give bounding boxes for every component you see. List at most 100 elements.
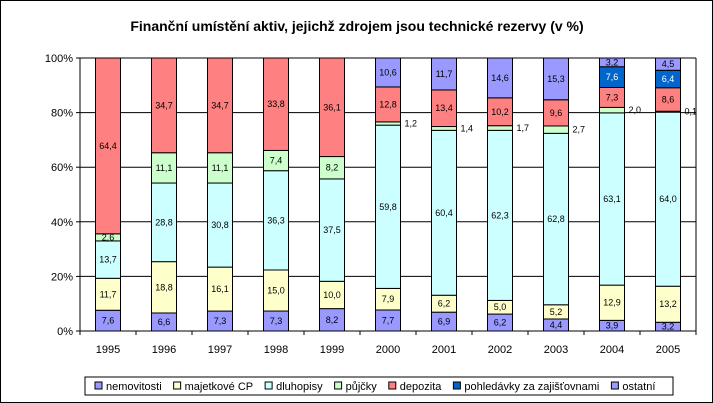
legend-label: dluhopisy bbox=[276, 381, 323, 393]
bar-segment bbox=[319, 57, 345, 158]
legend-swatch bbox=[334, 381, 343, 390]
data-label: 7,3 bbox=[606, 92, 619, 102]
data-label: 36,3 bbox=[267, 215, 285, 225]
data-label: 9,6 bbox=[550, 108, 563, 118]
data-label: 30,8 bbox=[211, 220, 229, 230]
legend-swatch bbox=[610, 381, 619, 390]
legend-swatch bbox=[173, 381, 182, 390]
data-label: 10,0 bbox=[323, 290, 341, 300]
x-tick-label: 2004 bbox=[600, 344, 624, 356]
data-label: 1,2 bbox=[405, 119, 418, 129]
x-tick-label: 1995 bbox=[96, 344, 120, 356]
x-tick-label: 2000 bbox=[376, 344, 400, 356]
data-label: 4,4 bbox=[550, 320, 563, 330]
data-label: 7,9 bbox=[382, 294, 395, 304]
legend-swatch bbox=[452, 381, 461, 390]
bar-segment bbox=[599, 57, 625, 68]
data-label: 7,6 bbox=[606, 72, 619, 82]
legend-label: nemovitosti bbox=[106, 381, 162, 393]
bar-segment bbox=[207, 152, 233, 184]
data-label: 0,1 bbox=[685, 106, 698, 116]
data-label: 36,1 bbox=[323, 102, 341, 112]
legend-swatch bbox=[388, 381, 397, 390]
bar-segment bbox=[151, 261, 177, 314]
x-tick-label: 1997 bbox=[208, 344, 232, 356]
data-label: 14,6 bbox=[491, 73, 509, 83]
x-tick-label: 1998 bbox=[264, 344, 288, 356]
legend-label: pohledávky za zajišťovnami bbox=[464, 381, 599, 393]
data-label: 62,3 bbox=[491, 210, 509, 220]
data-label: 2,6 bbox=[102, 232, 115, 242]
x-tick-label: 1996 bbox=[152, 344, 176, 356]
bar-segment bbox=[487, 125, 513, 131]
x-tick-label: 2002 bbox=[488, 344, 512, 356]
data-label: 5,2 bbox=[550, 307, 563, 317]
x-tick-label: 1999 bbox=[320, 344, 344, 356]
data-label: 6,2 bbox=[494, 318, 507, 328]
data-label: 12,9 bbox=[603, 298, 621, 308]
bar-segment bbox=[95, 277, 121, 311]
x-tick-label: 2001 bbox=[432, 344, 456, 356]
chart-title: Finanční umístění aktiv, jejichž zdrojem… bbox=[130, 18, 583, 34]
legend-label: depozita bbox=[400, 381, 442, 393]
bar-segment bbox=[543, 132, 569, 306]
legend-swatch bbox=[264, 381, 273, 390]
bar-segment bbox=[599, 106, 625, 114]
data-label: 3,2 bbox=[662, 322, 675, 332]
legend-box bbox=[84, 376, 674, 396]
data-label: 7,7 bbox=[382, 315, 395, 325]
bar-segment bbox=[263, 170, 289, 271]
data-label: 6,2 bbox=[438, 299, 451, 309]
bar-segment bbox=[543, 57, 569, 101]
data-label: 13,2 bbox=[659, 299, 677, 309]
bar-segment bbox=[487, 57, 513, 99]
data-label: 2,0 bbox=[629, 105, 642, 115]
bar-segment bbox=[599, 112, 625, 286]
bar-segment bbox=[375, 57, 401, 88]
data-label: 6,9 bbox=[438, 317, 451, 327]
data-label: 2,7 bbox=[573, 125, 586, 135]
data-label: 8,2 bbox=[326, 315, 339, 325]
y-tick-label: 60% bbox=[51, 162, 73, 174]
data-label: 15,3 bbox=[547, 74, 565, 84]
x-tick-label: 2003 bbox=[544, 344, 568, 356]
bar-segment bbox=[263, 57, 289, 151]
data-label: 11,1 bbox=[212, 163, 229, 173]
bar-segment bbox=[151, 152, 177, 184]
data-label: 64,0 bbox=[659, 194, 677, 204]
data-label: 12,8 bbox=[379, 99, 397, 109]
data-label: 15,0 bbox=[267, 286, 285, 296]
data-label: 8,6 bbox=[662, 94, 675, 104]
legend-swatch bbox=[94, 381, 103, 390]
bar-segment bbox=[655, 111, 681, 287]
data-label: 37,5 bbox=[323, 225, 341, 235]
data-label: 33,8 bbox=[267, 99, 285, 109]
data-label: 6,4 bbox=[662, 74, 675, 84]
data-label: 11,7 bbox=[100, 289, 117, 299]
data-label: 1,4 bbox=[461, 123, 474, 133]
data-label: 10,6 bbox=[379, 67, 397, 77]
data-label: 13,4 bbox=[435, 103, 453, 113]
legend-label: půjčky bbox=[346, 381, 378, 393]
bar-segment bbox=[431, 129, 457, 296]
data-label: 62,8 bbox=[547, 214, 565, 224]
bar-segment bbox=[431, 126, 457, 131]
bar-segment bbox=[599, 284, 625, 321]
bar-segment bbox=[151, 182, 177, 263]
data-label: 34,7 bbox=[155, 100, 173, 110]
data-label: 59,8 bbox=[379, 202, 397, 212]
data-label: 4,5 bbox=[662, 59, 675, 69]
data-label: 1,7 bbox=[517, 123, 530, 133]
data-label: 10,2 bbox=[491, 107, 509, 117]
bar-segment bbox=[207, 57, 233, 154]
y-tick-label: 0% bbox=[57, 326, 73, 338]
bar-segment bbox=[319, 178, 345, 282]
y-tick-label: 20% bbox=[51, 271, 73, 283]
data-label: 7,4 bbox=[270, 156, 283, 166]
bar-segment bbox=[655, 285, 681, 323]
data-label: 60,4 bbox=[435, 208, 453, 218]
data-label: 7,3 bbox=[270, 316, 283, 326]
legend-label: ostatní bbox=[622, 381, 655, 393]
bar-segment bbox=[655, 57, 681, 71]
